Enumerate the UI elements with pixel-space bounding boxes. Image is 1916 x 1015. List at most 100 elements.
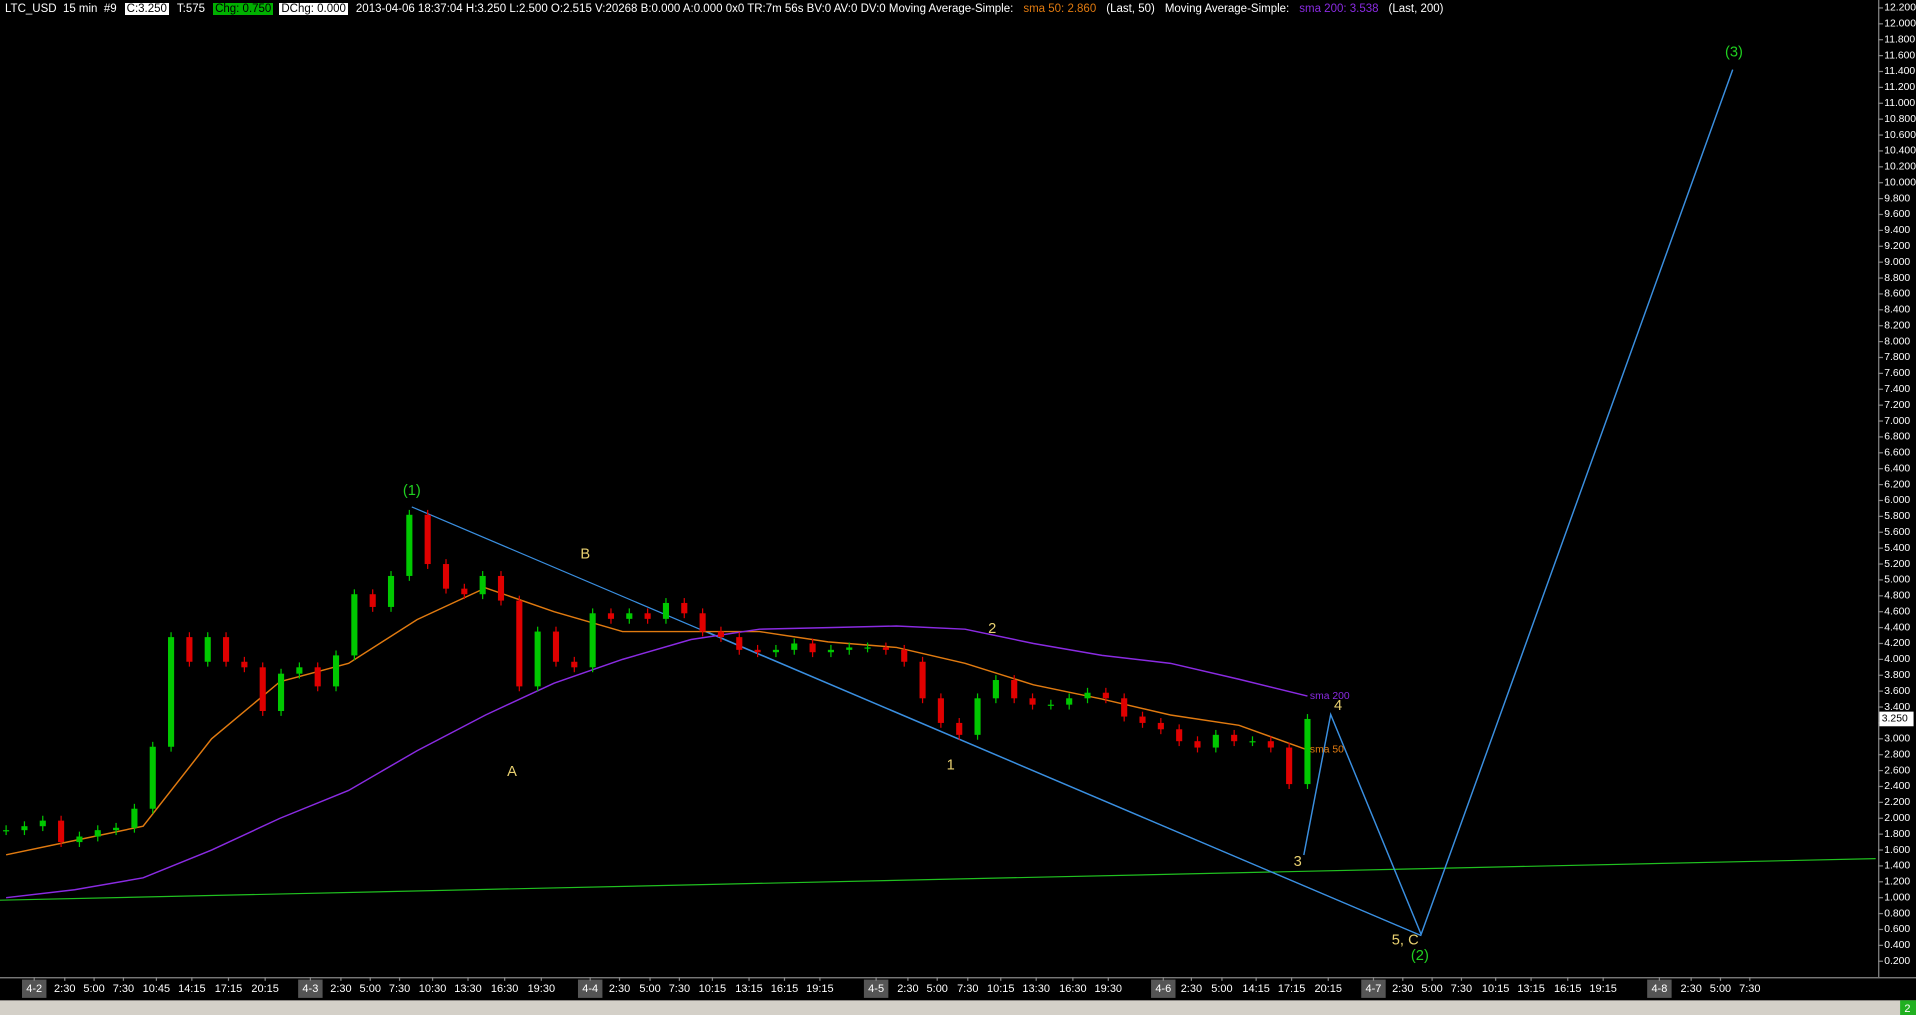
header-item: T:575 [176,2,206,15]
x-tick-label: 19:30 [1095,983,1123,995]
candle [277,673,285,712]
x-tick-label: 7:30 [113,983,134,995]
candle [387,575,395,607]
y-tick-label: 6.800 [1884,432,1910,443]
header-item: (Last, 50) [1106,2,1155,15]
candle [754,649,761,653]
y-tick-label: 9.400 [1884,225,1910,236]
y-tick-label: 3.000 [1884,734,1910,745]
candle [791,643,798,650]
candle [589,613,596,668]
x-tick-label: 4-4 [582,983,598,995]
y-tick-label: 3.600 [1884,686,1910,697]
y-tick-label: 2.200 [1884,797,1910,808]
y-tick-label: 2.600 [1884,765,1910,776]
candle [992,680,999,699]
candle [1194,741,1201,748]
series-label: sma 200 [1310,691,1350,702]
y-tick-label: 5.400 [1884,543,1910,554]
trend-line [0,858,1876,901]
x-tick-label: 4-3 [302,983,318,995]
candle [204,637,211,662]
candle [1176,729,1183,742]
x-tick-label: 13:15 [1517,983,1545,995]
y-tick-label: 11.800 [1884,34,1915,45]
y-tick-label: 7.200 [1884,400,1910,411]
x-tick-label: 7:30 [957,983,978,995]
candle [1011,680,1018,699]
candle [406,514,413,576]
wave-label: A [507,764,517,780]
y-tick-label: 1.800 [1884,829,1910,840]
x-tick-label: 7:30 [1739,983,1760,995]
candle [571,661,578,668]
candle [644,613,651,619]
candle [1157,722,1164,730]
wave-label: 3 [1294,854,1302,870]
candle [223,637,230,662]
y-tick-label: 1.600 [1884,845,1910,856]
x-tick-label: 10:15 [699,983,727,995]
y-tick-label: 11.600 [1884,50,1915,61]
sma-line [6,625,1308,899]
candle [113,827,120,831]
x-tick-label: 14:15 [178,983,206,995]
y-tick-label: 1.400 [1884,861,1910,872]
candle [3,830,10,832]
page-indicator-box[interactable] [1900,1000,1916,1015]
x-tick-label: 2:30 [330,983,351,995]
candle [131,808,138,828]
candle [882,647,889,650]
header-item: sma 50: 2.860 [1023,2,1097,15]
wave-label: 1 [947,758,955,774]
x-tick-label: 5:00 [1421,983,1442,995]
y-tick-label: 5.800 [1884,511,1910,522]
channel-line [706,630,1422,937]
y-tick-label: 6.000 [1884,495,1910,506]
y-tick-label: 0.200 [1884,956,1910,967]
day-box [577,979,603,998]
y-tick-label: 3.800 [1884,670,1910,681]
y-tick-label: 4.600 [1884,606,1910,617]
y-tick-label: 2.000 [1884,813,1910,824]
candle [461,588,468,595]
x-tick-label: 2:30 [1181,983,1202,995]
y-tick-label: 8.000 [1884,336,1910,347]
header-item: Chg: 0.750 [213,2,274,15]
series-label: sma 50 [1310,745,1344,756]
y-tick-label: 10.200 [1884,162,1916,173]
candle [424,514,431,565]
scrollbar[interactable] [0,1000,1916,1015]
candle [1102,692,1109,699]
day-box [298,979,323,998]
x-tick-label: 16:15 [771,983,799,995]
candle [1047,704,1054,706]
x-tick-label: 2:30 [897,983,918,995]
x-tick-label: 4-2 [26,983,42,995]
candle [846,647,853,650]
wave-label: 5, C [1392,932,1419,948]
candle [497,575,505,601]
y-tick-label: 3.400 [1884,702,1910,713]
page-indicator[interactable]: 2 [1904,1003,1910,1015]
y-tick-label: 10.800 [1884,114,1916,125]
y-tick-label: 7.000 [1884,416,1910,427]
candle [736,637,743,650]
candle [1029,698,1036,705]
y-tick-label: 11.200 [1884,82,1915,93]
x-tick-label: 16:30 [1059,983,1087,995]
candle [626,613,633,619]
candle [717,631,724,638]
candle [1304,718,1311,785]
y-tick-label: 11.400 [1884,66,1915,77]
x-tick-label: 10:15 [1482,983,1510,995]
x-tick-label: 5:00 [83,983,104,995]
y-tick-label: 5.000 [1884,575,1910,586]
x-tick-label: 2:30 [1680,983,1701,995]
x-tick-label: 20:15 [1314,983,1342,995]
candle [1121,698,1128,717]
x-tick-label: 20:15 [251,983,279,995]
y-tick-label: 11.000 [1884,98,1915,109]
x-tick-label: 10:15 [987,983,1015,995]
